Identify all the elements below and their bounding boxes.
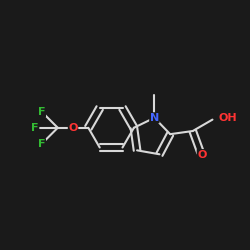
Text: F: F: [38, 107, 46, 117]
Text: F: F: [31, 123, 39, 133]
Text: N: N: [150, 113, 159, 123]
Text: O: O: [68, 123, 78, 133]
Text: OH: OH: [218, 113, 237, 123]
Text: O: O: [197, 150, 206, 160]
Text: F: F: [38, 139, 46, 149]
